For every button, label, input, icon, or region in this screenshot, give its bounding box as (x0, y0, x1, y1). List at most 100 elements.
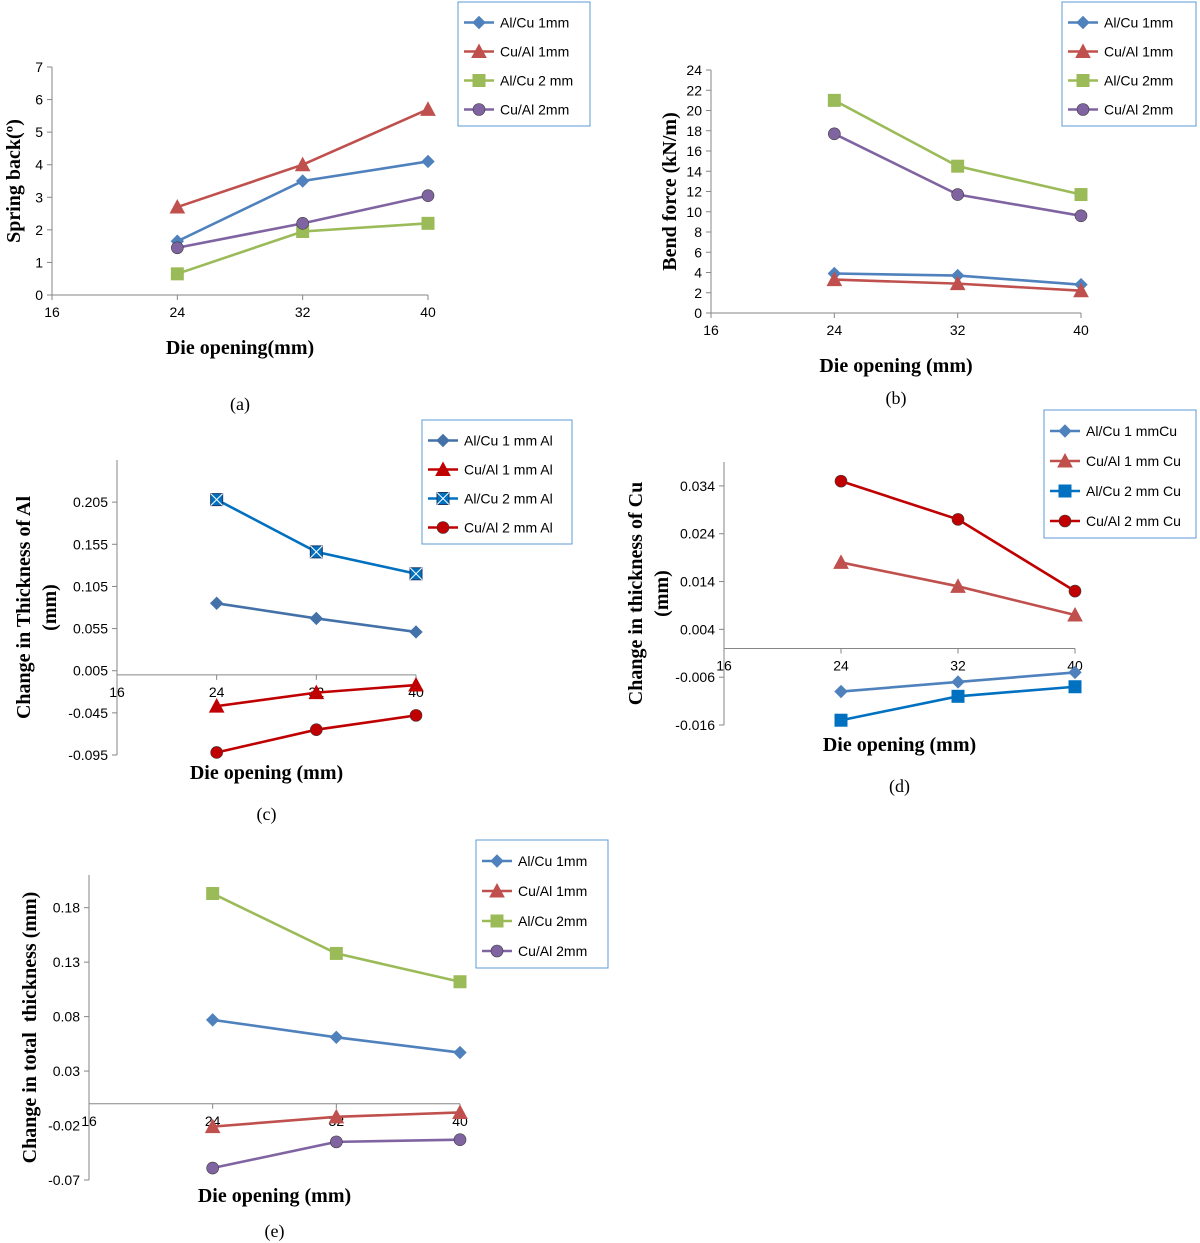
y-tick-label: 20 (686, 103, 702, 119)
data-point-series-1 (950, 578, 966, 593)
y-tick-label: 2 (35, 222, 43, 238)
y-tick-label: 6 (694, 244, 702, 260)
y-tick-label: 0 (694, 305, 702, 321)
legend-label: Al/Cu 1 mmCu (1086, 423, 1177, 439)
y-tick-label: 14 (686, 163, 702, 179)
y-tick-label: 0.055 (73, 621, 108, 637)
x-tick-label: 16 (703, 322, 719, 338)
legend-label: Cu/Al 1 mm Cu (1086, 453, 1181, 469)
y-axis-label: Spring back(º) (3, 119, 25, 243)
data-point-series-0 (1068, 665, 1082, 680)
data-point-series-2 (210, 493, 224, 507)
data-point-series-0 (205, 1013, 220, 1027)
data-point-series-3 (1068, 584, 1082, 598)
x-tick-label: 24 (209, 684, 225, 700)
y-tick-label: 5 (35, 124, 43, 140)
legend-marker-2 (1058, 484, 1072, 498)
x-tick-label: 40 (420, 304, 436, 320)
y-tick-label: 4 (35, 157, 43, 173)
data-point-series-1 (833, 554, 849, 569)
data-point-series-0 (209, 596, 224, 610)
legend: Al/Cu 1mm Cu/Al 1mm Al/Cu 2mm Cu/Al 2mm (1061, 1, 1197, 127)
legend-marker-0 (436, 433, 450, 448)
x-tick-label: 24 (833, 657, 849, 673)
y-tick-label: 18 (686, 123, 702, 139)
legend-label: Cu/Al 2 mm Cu (1086, 513, 1181, 529)
data-point-series-2 (309, 545, 323, 559)
data-point-series-2 (834, 713, 848, 727)
legend-marker-1 (489, 882, 505, 898)
y-tick-label: 1 (35, 254, 43, 270)
legend-label: Cu/Al 2mm (518, 943, 587, 959)
legend-marker-2 (436, 492, 450, 505)
data-point-series-2 (453, 975, 467, 989)
panel-caption: (c) (257, 804, 277, 825)
y-axis-label: Bend force (kN/m) (659, 112, 681, 271)
data-point-series-2 (329, 946, 343, 960)
x-tick-label: 24 (170, 304, 186, 320)
legend-marker-0 (472, 15, 486, 30)
legend-label: Cu/Al 1 mm Al (464, 462, 553, 478)
y-axis-label: Change in thickness of Cu (625, 482, 647, 705)
y-tick-label: -0.07 (48, 1172, 80, 1188)
data-point-series-2 (170, 267, 184, 281)
y-tick-label: 0.024 (680, 526, 715, 542)
y-tick-label: 3 (35, 189, 43, 205)
data-point-series-0 (309, 611, 324, 626)
x-axis-label: Die opening (mm) (190, 762, 343, 784)
legend: Al/Cu 1mm Cu/Al 1mm Al/Cu 2mm Cu/Al 2mm (475, 839, 609, 969)
y-tick-label: 6 (35, 92, 43, 108)
x-tick-label: 32 (950, 322, 966, 338)
data-point-series-3 (296, 217, 309, 230)
data-point-series-2 (206, 887, 220, 901)
data-point-series-1 (308, 684, 325, 700)
y-axis-label-unit: (mm) (651, 570, 673, 617)
x-tick-label: 16 (109, 684, 125, 700)
legend-marker-3 (436, 521, 450, 534)
x-tick-label: 16 (81, 1113, 97, 1129)
x-axis-label: Die opening (mm) (823, 734, 976, 756)
y-tick-label: 0.004 (680, 621, 715, 637)
y-tick-label: 8 (694, 224, 702, 240)
data-point-series-3 (310, 723, 323, 737)
series-line-2 (833, 99, 1082, 196)
x-tick-label: 24 (827, 322, 843, 338)
y-tick-label: 24 (686, 62, 702, 78)
data-point-series-1 (169, 199, 186, 214)
data-point-series-3 (1074, 209, 1088, 223)
x-axis-label: Die opening (mm) (819, 355, 972, 377)
data-point-series-3 (828, 127, 841, 141)
legend-label: Cu/Al 2 mm Al (464, 520, 553, 536)
legend-label: Cu/Al 1mm (1104, 44, 1173, 60)
legend-label: Al/Cu 1mm (518, 853, 587, 869)
legend-marker-2 (490, 914, 504, 928)
legend-label: Cu/Al 2mm (500, 102, 569, 118)
x-tick-label: 40 (1073, 322, 1089, 338)
y-tick-label: 0.005 (73, 663, 108, 679)
series-line-3 (833, 132, 1082, 218)
legend-label: Al/Cu 1mm (500, 15, 569, 31)
data-point-series-3 (834, 474, 848, 488)
chart-0: 0 1 2 3 4 5 6 7 16 24 32 40 Spring back(º) Die openin… (3, 1, 591, 415)
legend-label: Al/Cu 1 mm Al (464, 433, 553, 449)
y-tick-label: -0.095 (68, 747, 108, 763)
legend-marker-1 (1057, 452, 1073, 468)
y-tick-label: -0.045 (68, 705, 108, 721)
y-tick-label: -0.02 (48, 1118, 80, 1134)
y-axis-label: Change in total thickness (mm) (19, 892, 41, 1164)
legend-marker-3 (1058, 514, 1072, 528)
legend-marker-0 (1058, 424, 1072, 438)
data-point-series-1 (208, 698, 225, 713)
y-tick-label: 0 (35, 287, 43, 303)
legend-marker-1 (435, 461, 451, 476)
data-point-series-1 (420, 101, 436, 116)
data-point-series-3 (409, 709, 423, 722)
panel-caption: (b) (886, 388, 907, 409)
chart-2: -0.095 -0.045 0.005 0.055 0.105 0.155 0.205 16 2… (13, 419, 573, 825)
data-point-series-3 (210, 746, 223, 759)
data-point-series-2 (827, 93, 841, 107)
data-point-series-1 (826, 271, 843, 287)
y-tick-label: 7 (35, 59, 43, 75)
